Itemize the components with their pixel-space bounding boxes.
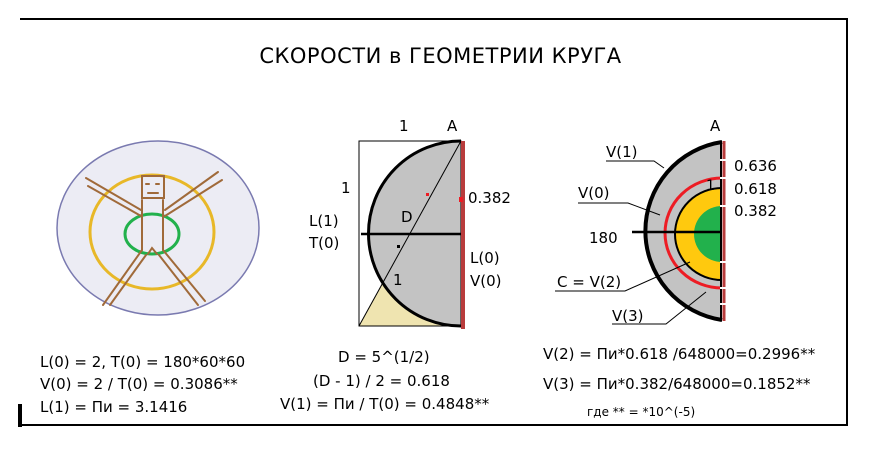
label-v0-right: V(0) bbox=[578, 184, 610, 202]
edge-ticks bbox=[720, 159, 726, 305]
label-t0: T(0) bbox=[309, 234, 340, 252]
label-0636: 0.636 bbox=[734, 157, 777, 175]
label-d: D bbox=[401, 208, 413, 226]
left-formula-2: V(0) = 2 / T(0) = 0.3086** bbox=[40, 375, 238, 393]
left-formula-1: L(0) = 2, T(0) = 180*60*60 bbox=[40, 353, 246, 371]
middle-formula-1: D = 5^(1/2) bbox=[338, 348, 430, 366]
label-0382-middle: 0.382 bbox=[468, 189, 511, 207]
label-one-right: 1 bbox=[706, 178, 715, 194]
page-title: СКОРОСТИ в ГЕОМЕТРИИ КРУГА bbox=[259, 44, 622, 68]
middle-formula-3: V(1) = Пи / T(0) = 0.4848** bbox=[280, 395, 490, 413]
green-half bbox=[694, 206, 722, 262]
red-mark bbox=[459, 197, 463, 202]
right-formula-2: V(3) = Пи*0.382/648000=0.1852** bbox=[543, 375, 811, 393]
label-180: 180 bbox=[589, 229, 618, 247]
black-dot bbox=[397, 245, 400, 248]
label-a-middle: A bbox=[447, 117, 458, 135]
stick-man bbox=[85, 171, 223, 306]
label-side-one: 1 bbox=[341, 179, 351, 197]
leader-lines bbox=[555, 160, 707, 325]
middle-formula-2: (D - 1) / 2 = 0.618 bbox=[313, 372, 450, 390]
diagram-frame bbox=[20, 18, 848, 426]
red-dot bbox=[426, 193, 429, 196]
label-v1: V(1) bbox=[606, 143, 638, 161]
label-0382-right: 0.382 bbox=[734, 202, 777, 220]
left-formula-3: L(1) = Пи = 3.1416 bbox=[40, 398, 188, 416]
label-c-v2: C = V(2) bbox=[557, 273, 622, 291]
label-bottom-one: 1 bbox=[393, 271, 403, 289]
vitruvian-figure bbox=[56, 140, 260, 316]
label-0618: 0.618 bbox=[734, 180, 777, 198]
footnote: где ** = *10^(-5) bbox=[587, 405, 696, 419]
right-nested-semicircles bbox=[555, 140, 726, 325]
label-a-right: A bbox=[710, 117, 721, 135]
label-l1: L(1) bbox=[309, 212, 339, 230]
label-v3: V(3) bbox=[612, 307, 644, 325]
label-l0: L(0) bbox=[470, 249, 500, 267]
right-formula-1: V(2) = Пи*0.618 /648000=0.2996** bbox=[543, 345, 816, 363]
label-top-one: 1 bbox=[399, 117, 409, 135]
frame-left-mark bbox=[18, 404, 22, 427]
yellow-arc bbox=[674, 187, 723, 281]
green-circle bbox=[123, 212, 181, 256]
middle-semicircle-diagram bbox=[358, 139, 465, 329]
label-v0-middle: V(0) bbox=[470, 272, 502, 290]
